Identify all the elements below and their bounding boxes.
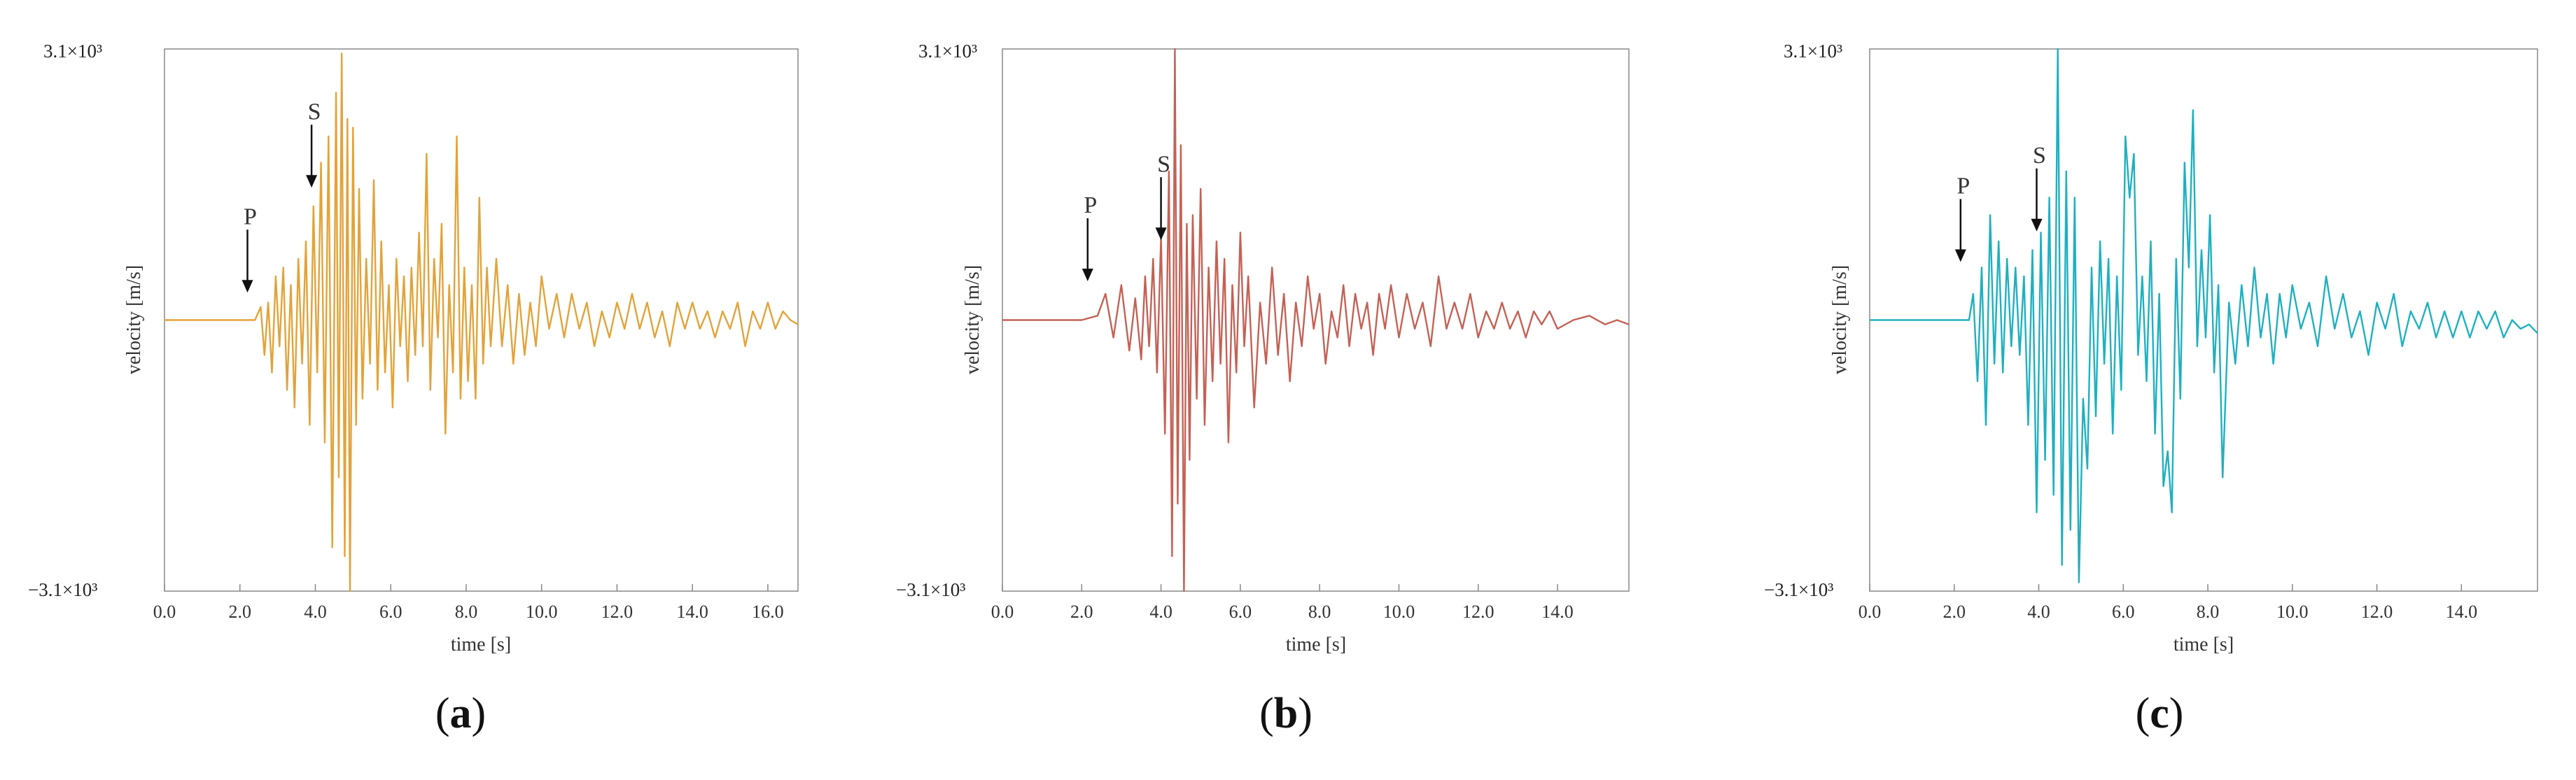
arrival-arrow-head	[1082, 269, 1093, 281]
x-tick-label: 14.0	[2446, 602, 2478, 622]
x-tick-label: 10.0	[2276, 602, 2309, 622]
x-axis-title: time [s]	[1286, 634, 1346, 655]
arrival-arrow-head	[1155, 227, 1167, 241]
chart-svg-b: 0.0 2.0 4.0 6.0 8.0 10.0 12.0 14.0 PS 3.1×10³ −…	[896, 41, 1630, 655]
x-tick-label: 10.0	[526, 602, 558, 622]
x-axis-title: time [s]	[2174, 634, 2234, 655]
chart-svg-a: 0.0 2.0 4.0 6.0 8.0 10.0 12.0 14.0 16.0 PS 3.1×1…	[28, 41, 799, 655]
waveform-line	[1870, 48, 2538, 583]
waveform-line	[164, 52, 799, 593]
x-ticks-group: 0.0 2.0 4.0 6.0 8.0 10.0 12.0 14.0 16.0	[153, 584, 784, 622]
panel-caption-letter: b	[1273, 690, 1298, 737]
arrival-arrow-head	[2031, 218, 2043, 232]
x-tick-label: 14.0	[676, 602, 708, 622]
arrival-arrow-head	[306, 175, 318, 188]
panel-caption-c: (c)	[2135, 690, 2184, 737]
panel-caption-b: (b)	[1259, 690, 1312, 737]
arrival-arrow-head	[1954, 249, 1966, 262]
chart-svg-c: 0.0 2.0 4.0 6.0 8.0 10.0 12.0 14.0 PS 3.1×10³ −…	[1764, 41, 2538, 655]
panel-caption-letter: c	[2150, 690, 2169, 737]
x-tick-label: 0.0	[153, 602, 176, 622]
x-tick-label: 0.0	[1858, 602, 1882, 622]
y-min-label: −3.1×10³	[1764, 579, 1833, 600]
arrival-label: S	[308, 99, 321, 125]
arrival-label: S	[1157, 151, 1170, 177]
y-axis-title: velocity [m/s]	[1829, 265, 1851, 374]
arrivals-group: PS	[241, 99, 321, 293]
arrival-label: P	[1956, 173, 1970, 199]
arrival-label: P	[1084, 192, 1097, 218]
arrival-arrow-head	[241, 280, 253, 293]
x-tick-label: 12.0	[1462, 602, 1494, 622]
x-axis-title: time [s]	[451, 634, 511, 655]
arrivals-group: PS	[1954, 143, 2046, 262]
x-tick-label: 2.0	[228, 602, 251, 622]
arrivals-group: PS	[1082, 151, 1170, 281]
x-tick-label: 4.0	[2027, 602, 2050, 622]
panel-caption-a: (a)	[435, 690, 486, 737]
x-tick-label: 2.0	[1943, 602, 1966, 622]
x-tick-label: 4.0	[1149, 602, 1172, 622]
y-max-label: 3.1×10³	[43, 41, 102, 62]
y-max-label: 3.1×10³	[918, 41, 977, 62]
y-axis-title: velocity [m/s]	[123, 265, 145, 374]
x-ticks-group: 0.0 2.0 4.0 6.0 8.0 10.0 12.0 14.0	[991, 584, 1574, 622]
x-tick-label: 8.0	[455, 602, 478, 622]
x-tick-label: 16.0	[752, 602, 784, 622]
y-min-label: −3.1×10³	[28, 579, 97, 600]
x-tick-label: 12.0	[2361, 602, 2393, 622]
x-tick-label: 6.0	[1229, 602, 1252, 622]
x-tick-label: 2.0	[1070, 602, 1093, 622]
arrival-label: S	[2033, 143, 2046, 169]
x-tick-label: 8.0	[1308, 602, 1331, 622]
x-tick-label: 6.0	[379, 602, 402, 622]
y-max-label: 3.1×10³	[1784, 41, 1842, 62]
x-tick-label: 0.0	[991, 602, 1014, 622]
waveform-line	[1002, 48, 1630, 593]
arrival-label: P	[244, 204, 257, 229]
y-axis-title: velocity [m/s]	[962, 265, 983, 374]
x-tick-label: 4.0	[304, 602, 327, 622]
x-tick-label: 10.0	[1383, 602, 1415, 622]
x-tick-label: 8.0	[2197, 602, 2220, 622]
x-tick-label: 12.0	[601, 602, 634, 622]
panel-caption-letter: a	[449, 690, 472, 737]
x-tick-label: 6.0	[2112, 602, 2135, 622]
x-ticks-group: 0.0 2.0 4.0 6.0 8.0 10.0 12.0 14.0	[1858, 584, 2477, 622]
y-min-label: −3.1×10³	[896, 579, 965, 600]
x-tick-label: 14.0	[1541, 602, 1574, 622]
